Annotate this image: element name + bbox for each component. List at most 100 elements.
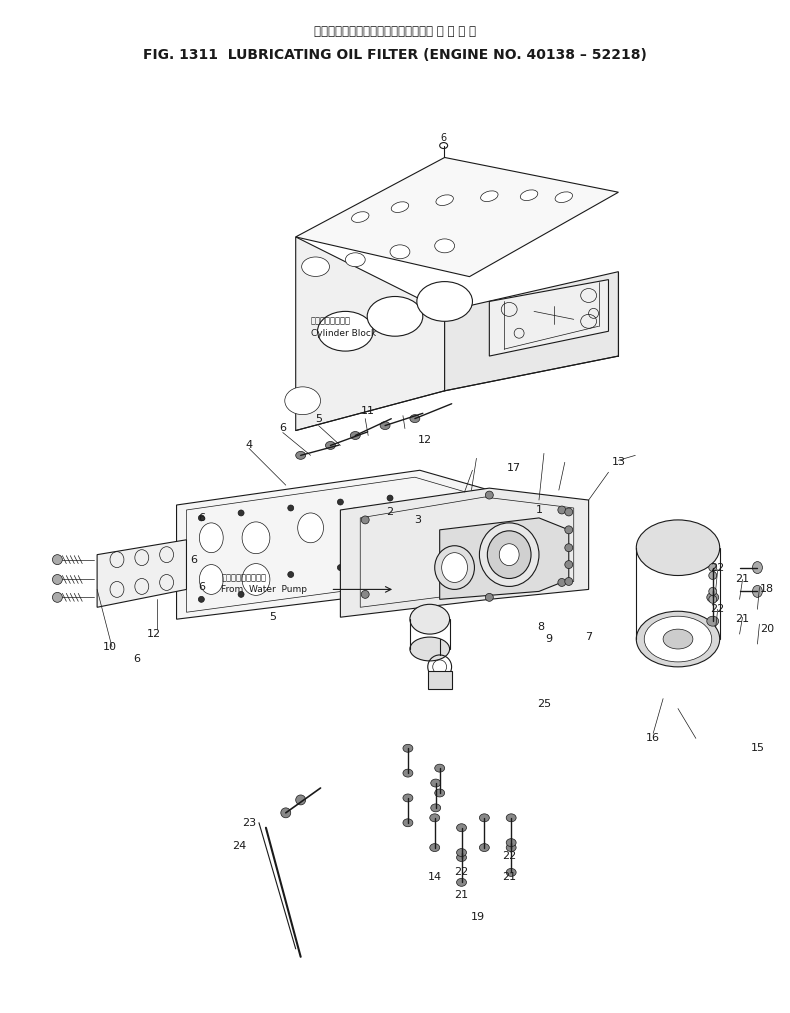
Text: 9: 9 [545,634,552,644]
Ellipse shape [565,560,573,568]
Text: 6: 6 [134,654,141,664]
Ellipse shape [565,508,573,516]
Polygon shape [489,280,608,356]
Ellipse shape [199,523,224,553]
Ellipse shape [480,844,489,852]
Text: 6: 6 [190,555,197,564]
Text: 7: 7 [585,632,592,642]
Ellipse shape [709,596,717,604]
Text: 22: 22 [710,605,725,614]
Text: 10: 10 [103,642,117,652]
Ellipse shape [387,495,393,501]
Text: 8: 8 [537,622,544,632]
Text: 6: 6 [441,133,446,143]
Ellipse shape [435,239,454,253]
Ellipse shape [506,844,516,852]
Ellipse shape [410,637,450,660]
Text: ウォータポンプから: ウォータポンプから [221,573,266,582]
Ellipse shape [707,593,719,603]
Ellipse shape [431,779,441,787]
Ellipse shape [350,432,360,440]
Ellipse shape [198,597,205,603]
Ellipse shape [284,387,321,414]
Text: 6: 6 [198,513,205,523]
Text: 5: 5 [269,612,276,622]
Ellipse shape [644,616,712,661]
Ellipse shape [242,522,270,554]
Ellipse shape [435,764,445,772]
Ellipse shape [367,297,423,336]
Ellipse shape [558,506,566,514]
Text: ルーブリケーティングオイルフィルタ 適 用 号 機: ルーブリケーティングオイルフィルタ 適 用 号 機 [314,25,476,37]
Text: 22: 22 [502,851,517,860]
Ellipse shape [457,854,466,861]
Polygon shape [427,671,452,689]
Ellipse shape [707,616,719,626]
Text: シリンダブロック: シリンダブロック [310,317,351,326]
Ellipse shape [52,593,62,603]
Text: 4: 4 [246,441,253,451]
Ellipse shape [431,804,441,811]
Ellipse shape [436,194,453,206]
Text: 6: 6 [198,582,205,593]
Ellipse shape [709,563,717,571]
Ellipse shape [403,769,413,777]
Ellipse shape [391,202,408,213]
Ellipse shape [325,442,336,450]
Ellipse shape [752,586,762,598]
Ellipse shape [555,191,573,203]
Text: 20: 20 [760,624,774,634]
Polygon shape [295,237,445,431]
Ellipse shape [361,591,369,599]
Ellipse shape [345,253,365,266]
Ellipse shape [295,452,306,459]
Text: 1: 1 [536,504,543,515]
Ellipse shape [480,523,539,587]
Text: 17: 17 [507,463,521,473]
Polygon shape [176,470,489,619]
Ellipse shape [403,745,413,753]
Ellipse shape [457,824,466,832]
Ellipse shape [288,571,294,577]
Text: 21: 21 [735,574,750,585]
Ellipse shape [485,491,493,499]
Ellipse shape [506,868,516,876]
Text: 5: 5 [315,413,322,423]
Ellipse shape [288,505,294,511]
Ellipse shape [558,578,566,587]
Ellipse shape [565,526,573,534]
Text: FIG. 1311  LUBRICATING OIL FILTER (ENGINE NO. 40138 – 52218): FIG. 1311 LUBRICATING OIL FILTER (ENGINE… [143,49,647,62]
Text: 22: 22 [710,562,725,572]
Ellipse shape [298,513,324,543]
Ellipse shape [663,629,693,649]
Ellipse shape [344,508,367,536]
Text: 16: 16 [646,733,660,744]
Ellipse shape [352,212,369,223]
Ellipse shape [242,563,270,596]
Ellipse shape [636,611,720,667]
Ellipse shape [198,515,205,521]
Text: 14: 14 [427,872,442,882]
Ellipse shape [337,499,344,505]
Polygon shape [295,157,619,277]
Ellipse shape [521,189,538,201]
Text: 21: 21 [502,872,516,882]
Ellipse shape [487,531,531,578]
Ellipse shape [457,878,466,886]
Text: 2: 2 [386,506,393,517]
Polygon shape [445,271,619,391]
Ellipse shape [302,257,329,277]
Text: 6: 6 [280,422,286,433]
Text: 21: 21 [454,890,468,901]
Text: 12: 12 [418,436,432,446]
Ellipse shape [199,564,224,595]
Ellipse shape [52,555,62,564]
Ellipse shape [485,594,493,602]
Text: 25: 25 [537,699,551,709]
Polygon shape [97,540,186,607]
Polygon shape [340,488,589,617]
Ellipse shape [361,516,369,524]
Ellipse shape [52,574,62,585]
Ellipse shape [280,807,291,817]
Ellipse shape [435,546,475,590]
